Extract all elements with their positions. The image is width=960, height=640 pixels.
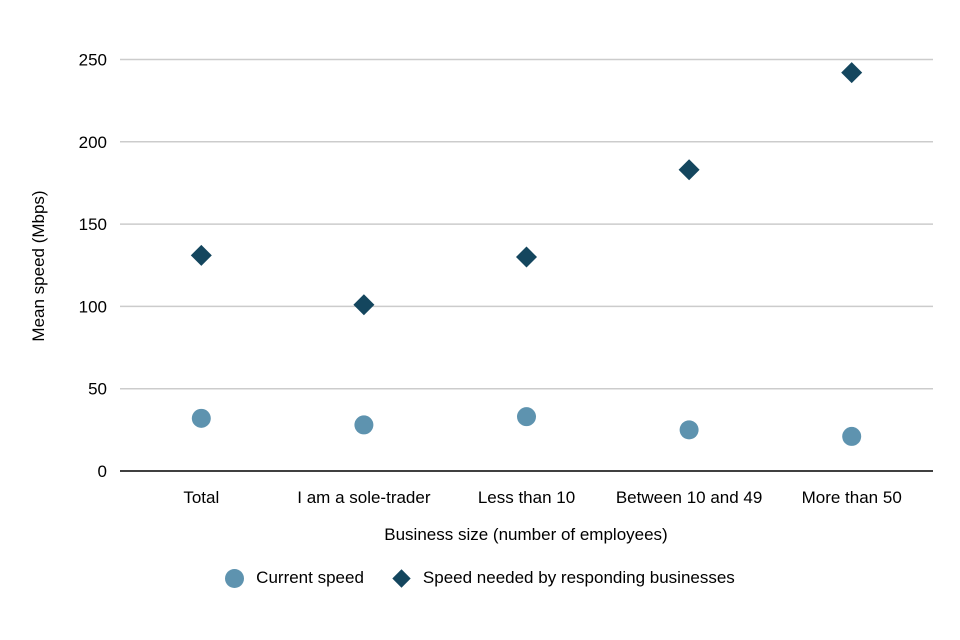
x-category-label: Less than 10: [478, 488, 575, 507]
data-point-current-speed: [679, 420, 699, 440]
y-tick-label: 50: [88, 380, 107, 399]
legend-label-speed-needed: Speed needed by responding businesses: [422, 568, 735, 587]
diamond-marker-icon: [392, 568, 411, 588]
circle-marker-icon: [225, 568, 245, 588]
y-tick-label: 150: [79, 215, 107, 234]
y-tick-label: 200: [79, 133, 107, 152]
data-point-speed-needed: [678, 159, 700, 181]
legend-label-current-speed: Current speed: [256, 568, 364, 587]
data-point-speed-needed: [516, 246, 537, 268]
data-point-current-speed: [517, 407, 536, 427]
legend-item-speed-needed: Speed needed by responding businesses: [392, 568, 735, 588]
y-tick-label: 100: [79, 297, 107, 316]
x-category-label: Total: [183, 488, 219, 507]
data-point-current-speed: [842, 426, 862, 446]
x-category-label: I am a sole-trader: [297, 488, 431, 507]
x-axis-title: Business size (number of employees): [384, 525, 668, 544]
legend-item-current-speed: Current speed: [225, 568, 364, 588]
data-point-current-speed: [191, 408, 211, 428]
data-point-speed-needed: [841, 62, 863, 84]
data-point-speed-needed: [353, 294, 375, 316]
legend: Current speed Speed needed by responding…: [0, 568, 960, 588]
x-category-label: More than 50: [802, 488, 902, 507]
y-axis-title: Mean speed (Mbps): [29, 190, 48, 342]
data-point-speed-needed: [190, 244, 212, 266]
y-tick-label: 250: [79, 51, 107, 70]
x-category-label: Between 10 and 49: [616, 488, 763, 507]
y-tick-label: 0: [98, 462, 107, 481]
data-point-current-speed: [354, 415, 374, 435]
